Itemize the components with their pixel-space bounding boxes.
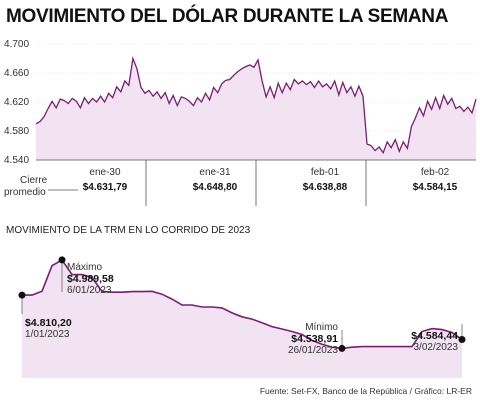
source-note: Fuente: Set-FX, Banco de la República / … (259, 386, 472, 396)
row-label-cierre: Cierre (20, 175, 48, 186)
min-value: $4.538,91 (291, 333, 338, 345)
weekly-line (35, 56, 477, 155)
max-date: 6/01/2023 (67, 285, 112, 296)
min-label: Mínimo (305, 322, 338, 333)
end-date: 3/02/2023 (414, 342, 459, 353)
day-close-value: $4.631,79 (83, 182, 128, 193)
day-label: feb-01 (311, 167, 340, 178)
day-close-value: $4.648,80 (193, 182, 238, 193)
y-tick-label: 4.660 (4, 68, 29, 79)
trm-line (22, 258, 463, 350)
y-tick-label: 4.580 (4, 126, 29, 137)
weekly-area (36, 58, 476, 160)
max-value: $4.989,58 (67, 273, 114, 285)
trm-year-chart: $4.810,201/01/2023 Máximo$4.989,586/01/20… (18, 256, 466, 378)
day-close-value: $4.584,15 (413, 182, 458, 193)
day-label: ene-30 (89, 167, 121, 178)
y-tick-label: 4.620 (4, 97, 29, 108)
start-value: $4.810,20 (25, 317, 72, 329)
page-title: MOVIMIENTO DEL DÓLAR DURANTE LA SEMANA (6, 6, 449, 27)
max-marker (58, 256, 66, 264)
weekly-dollar-chart: 4.700 4.660 4.620 4.580 4.540 ene-30 $4.631,79… (4, 39, 477, 206)
max-label: Máximo (67, 262, 102, 273)
end-marker (458, 335, 466, 343)
day-close-value: $4.638,88 (303, 182, 348, 193)
min-date: 26/01/2023 (288, 345, 338, 356)
trm-chart-subtitle: MOVIMIENTO DE LA TRM EN LO CORRIDO DE 20… (6, 225, 251, 236)
start-marker (18, 291, 26, 299)
min-marker (338, 344, 346, 352)
trm-area (22, 259, 462, 378)
y-tick-label: 4.540 (4, 155, 29, 166)
day-label: feb-02 (421, 167, 450, 178)
day-label: ene-31 (199, 167, 231, 178)
row-label-promedio: promedio (4, 187, 46, 198)
end-value: $4.584,44 (411, 330, 458, 342)
y-tick-label: 4.700 (4, 39, 29, 50)
start-date: 1/01/2023 (25, 329, 70, 340)
